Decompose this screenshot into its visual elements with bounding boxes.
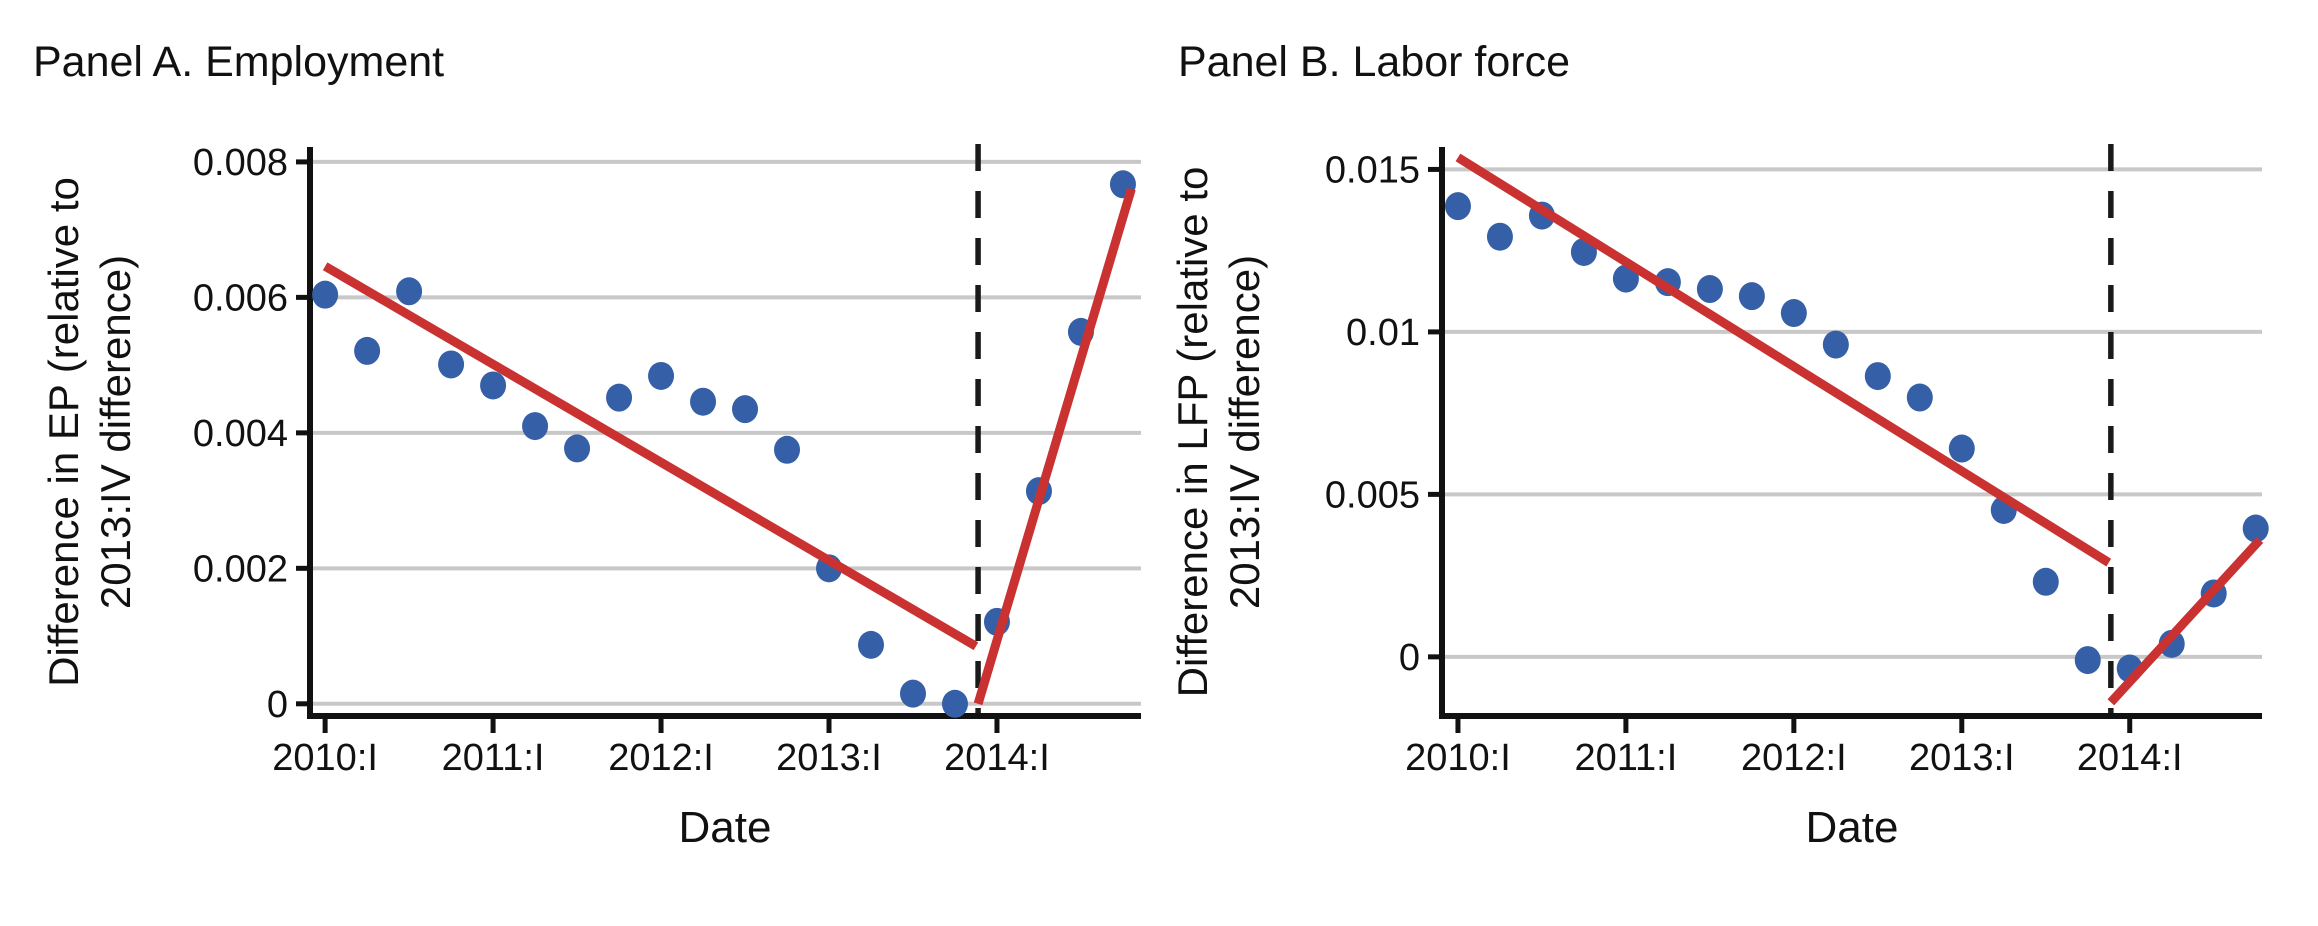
- panel-b-x-axis-label: Date: [1806, 803, 1899, 852]
- data-point: [2242, 514, 2269, 543]
- data-point: [312, 280, 339, 309]
- x-tick-label: 2010:I: [1405, 737, 1511, 779]
- data-point: [2074, 646, 2101, 675]
- x-tick-label: 2011:I: [442, 737, 545, 779]
- trend-line-segment: [2107, 536, 2264, 706]
- panel-b-y-axis-label-line1: Difference in LFP (relative to: [1169, 167, 1216, 698]
- panel-a-y-axis-label-line2: 2013:IV difference): [92, 255, 139, 609]
- y-tick-label: 0.004: [193, 413, 288, 455]
- y-tick-label: 0: [1399, 637, 1420, 679]
- panel-b-y-axis-label-line2: 2013:IV difference): [1221, 255, 1268, 609]
- data-point: [941, 689, 968, 718]
- x-tick-label: 2013:I: [776, 737, 882, 779]
- y-tick-label: 0.01: [1346, 312, 1420, 354]
- data-point: [2032, 567, 2059, 596]
- panel-a: Panel A. Employment Difference in EP (re…: [33, 38, 1141, 852]
- data-point: [1612, 264, 1639, 293]
- data-point: [564, 434, 591, 463]
- y-tick-label: 0.015: [1325, 149, 1420, 191]
- y-tick-label: 0.006: [193, 277, 288, 319]
- x-tick-label: 2012:I: [1741, 737, 1847, 779]
- x-tick-label: 2013:I: [1909, 737, 2015, 779]
- data-point: [690, 387, 717, 416]
- data-point: [522, 412, 549, 441]
- data-point: [480, 371, 507, 400]
- y-tick-label: 0.002: [193, 548, 288, 590]
- panel-b-plot-area: 0.015 0.01 0.005 0 2010:I 2011:I 2012:I 2013:I 2…: [1325, 144, 2269, 779]
- data-point: [857, 630, 884, 659]
- panel-a-x-axis-label: Date: [679, 803, 772, 852]
- x-tick-label: 2011:I: [1574, 737, 1677, 779]
- data-point: [1444, 192, 1471, 221]
- y-tick-label: 0.008: [193, 142, 288, 184]
- data-point: [1738, 282, 1765, 311]
- data-point: [1822, 330, 1849, 359]
- data-point: [1906, 383, 1933, 412]
- data-point: [1948, 434, 1975, 463]
- data-point: [774, 435, 801, 464]
- data-point: [732, 395, 759, 424]
- data-point: [899, 679, 926, 708]
- data-point: [648, 361, 675, 390]
- x-tick-label: 2010:I: [272, 737, 378, 779]
- panel-a-y-axis-label-line1: Difference in EP (relative to: [40, 177, 87, 687]
- data-point: [1864, 362, 1891, 391]
- trend-line-segment: [1455, 153, 2112, 567]
- data-point: [1696, 275, 1723, 304]
- data-point: [606, 383, 633, 412]
- panel-a-title: Panel A. Employment: [33, 38, 444, 86]
- data-point: [1780, 299, 1807, 328]
- data-point: [354, 336, 381, 365]
- trend-line-segment: [973, 187, 1136, 706]
- data-point: [396, 277, 423, 306]
- trend-line-segment: [322, 262, 979, 651]
- panel-b-title: Panel B. Labor force: [1178, 38, 1570, 86]
- panel-b: Panel B. Labor force Difference in LFP (…: [1169, 38, 2269, 852]
- panel-a-plot-area: 0.008 0.006 0.004 0.002 0 2010:I 2011:I 2012:I 2…: [193, 142, 1141, 779]
- x-tick-label: 2014:I: [2077, 737, 2183, 779]
- y-tick-label: 0: [267, 684, 288, 726]
- x-tick-label: 2012:I: [608, 737, 714, 779]
- y-tick-label: 0.005: [1325, 474, 1420, 516]
- x-tick-label: 2014:I: [944, 737, 1050, 779]
- data-point: [1486, 222, 1513, 251]
- data-point: [438, 350, 465, 379]
